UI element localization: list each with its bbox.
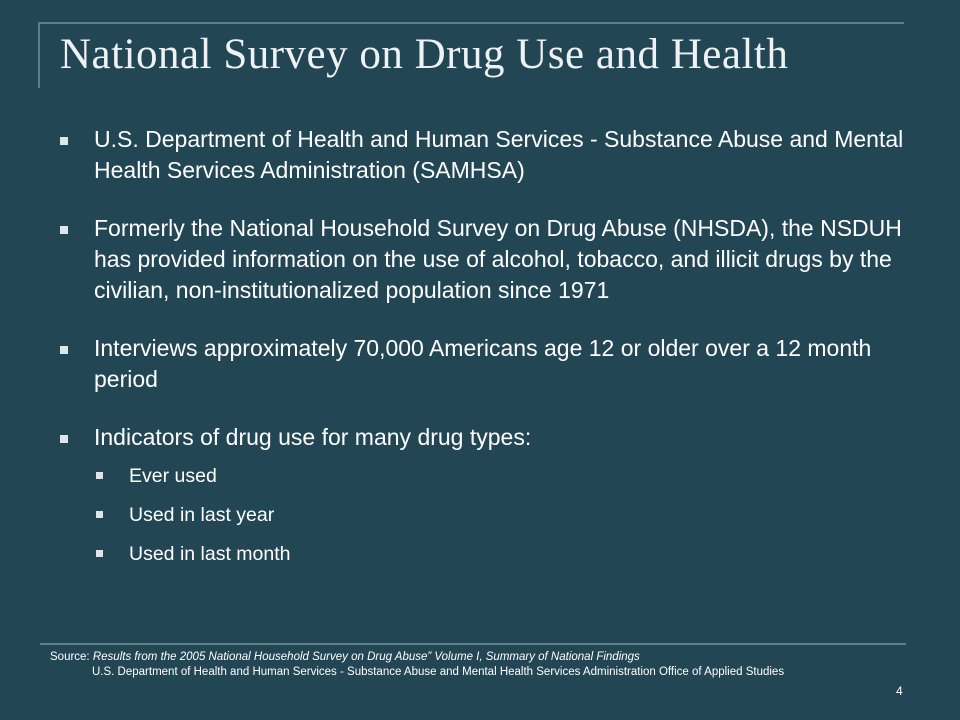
square-sub-bullet-icon: [96, 472, 103, 479]
bullet-item: U.S. Department of Health and Human Serv…: [58, 124, 918, 186]
bullet-item: Interviews approximately 70,000 American…: [58, 333, 918, 395]
source-title: Results from the 2005 National Household…: [92, 651, 640, 663]
square-bullet-icon: [60, 137, 68, 145]
bullet-text: Interviews approximately 70,000 American…: [94, 335, 872, 392]
sub-bullet-text: Used in last year: [129, 504, 275, 526]
title-frame-top-line: [38, 22, 904, 24]
sub-bullet-item: Ever used: [58, 463, 918, 489]
bullet-text: Formerly the National Household Survey o…: [94, 215, 902, 303]
slide-title: National Survey on Drug Use and Health: [60, 31, 789, 78]
footer-divider: [40, 643, 906, 645]
sub-bullet-item: Used in last year: [58, 502, 918, 528]
square-sub-bullet-icon: [96, 511, 103, 518]
square-bullet-icon: [60, 226, 68, 234]
title-frame-left-line: [38, 22, 40, 88]
bullet-text: U.S. Department of Health and Human Serv…: [94, 126, 904, 183]
square-sub-bullet-icon: [96, 550, 103, 557]
square-bullet-icon: [60, 435, 68, 443]
source-label: Source:: [50, 651, 90, 663]
bullet-list: U.S. Department of Health and Human Serv…: [58, 124, 918, 567]
sub-bullet-text: Ever used: [129, 465, 217, 487]
page-number: 4: [896, 684, 903, 698]
bullet-item: Indicators of drug use for many drug typ…: [58, 422, 918, 453]
square-bullet-icon: [60, 346, 68, 354]
source-credit: U.S. Department of Health and Human Serv…: [92, 666, 785, 678]
sub-bullet-item: Used in last month: [58, 541, 918, 567]
source-citation: Source: Results from the 2005 National H…: [50, 650, 640, 664]
bullet-item: Formerly the National Household Survey o…: [58, 213, 918, 306]
sub-bullet-text: Used in last month: [129, 543, 291, 565]
bullet-text: Indicators of drug use for many drug typ…: [94, 424, 532, 450]
